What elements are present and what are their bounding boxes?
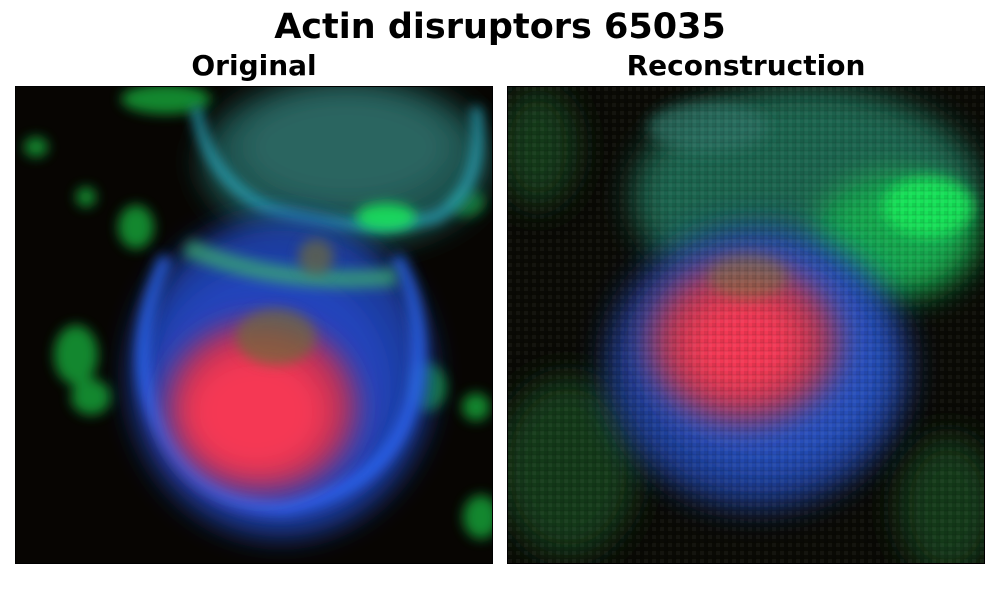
panel-title-reconstruction: Reconstruction xyxy=(626,49,866,82)
figure-title: Actin disruptors 65035 xyxy=(274,7,726,47)
panel-title-original: Original xyxy=(191,49,317,82)
reconstruction-cell-image xyxy=(508,87,984,563)
reconstruction-image-panel xyxy=(507,86,985,564)
original-cell-image xyxy=(16,87,492,563)
original-image-panel xyxy=(15,86,493,564)
